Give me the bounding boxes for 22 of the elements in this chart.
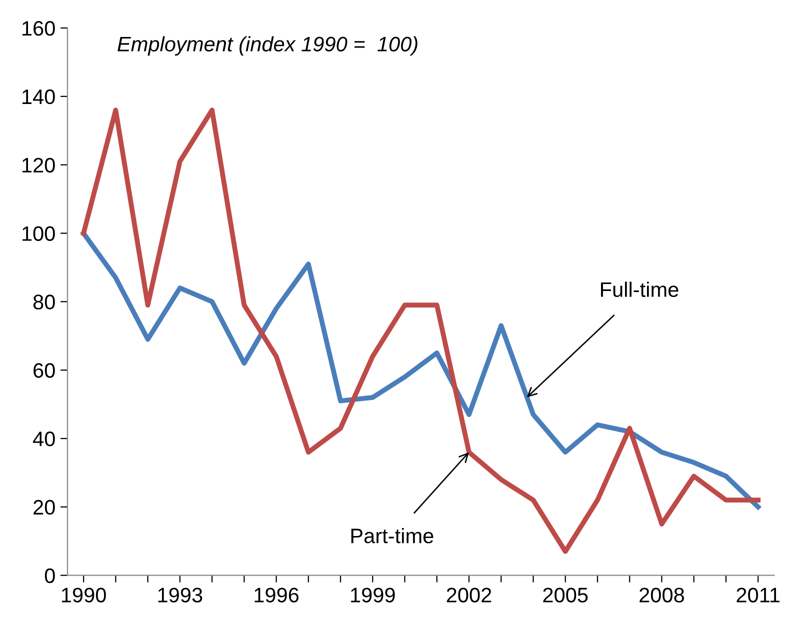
annotation: Full-time xyxy=(601,282,678,297)
x-tick-label: 1996 xyxy=(254,588,299,602)
line-series xyxy=(81,230,761,510)
x-tick-label: 2005 xyxy=(543,588,588,602)
x-tick-label: 2002 xyxy=(446,588,492,602)
x-tick-label: 1993 xyxy=(158,588,202,602)
y-tick-label: 40 xyxy=(32,432,55,446)
annotation: Part-time xyxy=(351,528,434,544)
y-tick-label: 80 xyxy=(33,294,55,310)
y-tick-label: 160 xyxy=(22,20,55,36)
chart-title: Employment (index 1990 = 100) xyxy=(118,36,418,56)
line-series xyxy=(81,108,761,554)
x-tick-label: 2008 xyxy=(640,588,684,602)
x-tick-label: 1999 xyxy=(351,588,395,602)
y-tick-label: 120 xyxy=(22,158,55,173)
y-tick-label: 20 xyxy=(34,500,55,515)
y-tick-label: 140 xyxy=(22,89,55,104)
y-tick-label: 60 xyxy=(34,363,55,378)
x-tick-label: 2011 xyxy=(736,588,780,602)
y-tick-label: 100 xyxy=(22,226,55,242)
x-tick-label: 1990 xyxy=(62,588,106,602)
y-tick-label: 0 xyxy=(44,568,55,584)
